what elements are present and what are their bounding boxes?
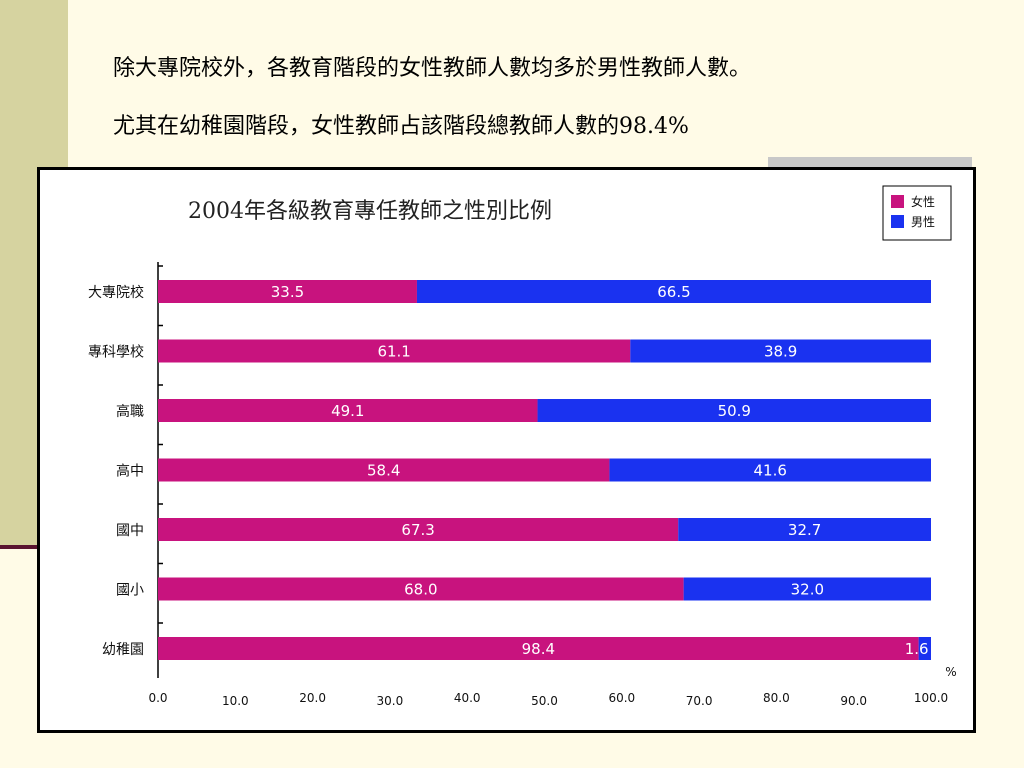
- data-label-male-5: 32.0: [791, 581, 824, 599]
- bar-male-6: [918, 637, 931, 660]
- legend-swatch-female: [891, 195, 904, 208]
- x-tick-label-8: 80.0: [763, 691, 790, 705]
- category-label-0: 大專院校: [88, 284, 144, 301]
- bar-female-4: [158, 518, 679, 541]
- bar-female-5: [158, 577, 684, 601]
- data-label-female-2: 49.1: [331, 402, 364, 420]
- category-label-2: 高職: [116, 403, 144, 420]
- data-label-female-0: 33.5: [271, 283, 304, 301]
- data-label-male-0: 66.5: [657, 283, 690, 301]
- data-label-female-5: 68.0: [404, 581, 437, 599]
- data-label-female-4: 67.3: [401, 521, 434, 539]
- x-tick-label-4: 40.0: [454, 691, 481, 705]
- bar-male-2: [537, 399, 931, 422]
- bar-female-6: [158, 637, 919, 660]
- bar-female-0: [158, 280, 417, 303]
- data-label-male-2: 50.9: [718, 402, 751, 420]
- legend-label-female: 女性: [911, 194, 935, 209]
- legend-label-male: 男性: [911, 215, 935, 229]
- x-tick-label-1: 10.0: [222, 694, 249, 708]
- bar-female-1: [158, 339, 631, 363]
- bar-male-3: [609, 458, 931, 482]
- category-label-1: 專科學校: [88, 344, 144, 361]
- x-tick-label-7: 70.0: [686, 694, 713, 708]
- x-tick-label-2: 20.0: [299, 691, 326, 705]
- slide-text-line-2: 尤其在幼稚園階段，女性教師占該階段總教師人數的98.4%: [113, 114, 689, 139]
- x-tick-label-6: 60.0: [608, 691, 635, 705]
- x-tick-label-5: 50.0: [531, 694, 558, 708]
- data-label-male-6: 1.6: [905, 640, 929, 658]
- x-tick-label-3: 30.0: [377, 694, 404, 708]
- category-label-6: 幼稚園: [102, 642, 144, 658]
- data-label-female-1: 61.1: [377, 343, 410, 361]
- x-tick-label-10: 100.0: [914, 691, 948, 705]
- bar-chart: 2004年各級教育專任教師之性別比例 33.5 66.5 大專院校 61.1 38.9 專科…: [88, 185, 957, 708]
- category-label-5: 國小: [116, 583, 144, 599]
- category-label-4: 國中: [116, 523, 144, 539]
- bar-male-1: [630, 339, 931, 363]
- bar-female-3: [158, 458, 610, 482]
- chart-title: 2004年各級教育專任教師之性別比例: [188, 199, 552, 224]
- category-label-3: 高中: [116, 463, 144, 480]
- slide-text-line-1: 除大專院校外，各教育階段的女性教師人數均多於男性教師人數。: [113, 56, 752, 81]
- legend-swatch-male: [891, 215, 904, 228]
- bar-male-5: [683, 577, 931, 601]
- data-label-female-3: 58.4: [367, 462, 400, 480]
- side-accent-line: [0, 545, 40, 549]
- bar-male-0: [416, 280, 932, 303]
- data-label-male-1: 38.9: [764, 343, 797, 361]
- data-label-male-3: 41.6: [754, 462, 787, 480]
- bar-male-4: [678, 518, 931, 541]
- x-tick-label-0: 0.0: [148, 691, 167, 705]
- x-tick-label-9: 90.0: [840, 694, 867, 708]
- chart-frame: 2004年各級教育專任教師之性別比例 33.5 66.5 大專院校 61.1 38.9 專科…: [37, 167, 976, 733]
- data-label-female-6: 98.4: [522, 640, 555, 658]
- data-label-male-4: 32.7: [788, 521, 821, 539]
- bar-female-2: [158, 399, 538, 422]
- chart-shadow-strip: [768, 157, 972, 167]
- x-axis-unit-label: %: [945, 665, 956, 679]
